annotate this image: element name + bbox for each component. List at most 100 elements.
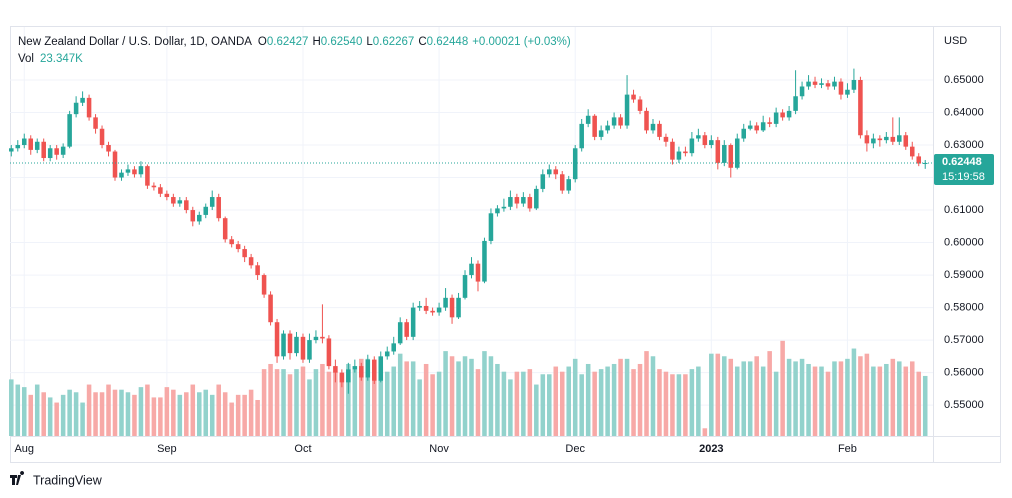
volume-bar bbox=[216, 384, 221, 436]
volume-bar bbox=[99, 392, 105, 436]
candle-body bbox=[209, 197, 215, 207]
volume-bar bbox=[15, 384, 21, 436]
candle-body bbox=[378, 356, 384, 381]
candle-body bbox=[676, 151, 682, 160]
volume-bar bbox=[384, 371, 390, 436]
candle-body bbox=[158, 187, 163, 194]
candle-body bbox=[819, 83, 824, 85]
volume-bar bbox=[819, 366, 824, 436]
candle-body bbox=[21, 138, 27, 146]
candle-body bbox=[786, 110, 792, 118]
volume-bar bbox=[605, 366, 610, 436]
volume-bar bbox=[812, 366, 818, 436]
volume-bar bbox=[294, 369, 299, 436]
candle-body bbox=[242, 249, 247, 258]
candle-body bbox=[722, 145, 727, 163]
candle-body bbox=[119, 172, 124, 178]
y-tick-label: 0.58000 bbox=[944, 301, 984, 313]
candle-body bbox=[715, 140, 721, 163]
volume-bar bbox=[132, 394, 137, 436]
candle-body bbox=[15, 145, 21, 149]
open-label: O bbox=[258, 36, 267, 48]
x-tick-label: Feb bbox=[838, 443, 857, 455]
logo[interactable]: TradingView bbox=[10, 471, 103, 487]
candle-body bbox=[495, 208, 500, 214]
volume-bar bbox=[47, 397, 53, 436]
candle-body bbox=[222, 218, 228, 240]
volume-bar bbox=[702, 428, 708, 436]
volume-bar bbox=[456, 361, 461, 436]
volume-bar bbox=[773, 371, 779, 436]
volume-bar bbox=[462, 356, 468, 436]
volume-bar bbox=[190, 384, 196, 436]
volume-bar bbox=[281, 369, 286, 436]
volume-bar bbox=[54, 402, 59, 436]
candle-body bbox=[300, 336, 306, 360]
legend-header: New Zealand Dollar / U.S. Dollar, 1D, OA… bbox=[18, 36, 571, 48]
volume-bar bbox=[786, 358, 792, 436]
candle-body bbox=[320, 336, 325, 339]
candle-body bbox=[430, 310, 435, 313]
candle-body bbox=[585, 115, 591, 124]
y-tick-label: 0.59000 bbox=[944, 269, 984, 281]
volume-bar bbox=[709, 353, 714, 436]
candle-body bbox=[196, 214, 202, 222]
volume-bar bbox=[650, 356, 656, 436]
volume-bar bbox=[851, 348, 857, 436]
volume-bar bbox=[255, 399, 260, 436]
candle-body bbox=[99, 128, 105, 146]
volume-bar bbox=[592, 371, 597, 436]
candle-body bbox=[521, 197, 526, 204]
candle-body bbox=[670, 141, 675, 160]
y-tick-label: 0.64000 bbox=[944, 106, 984, 118]
y-tick-label: 0.60000 bbox=[944, 236, 984, 248]
volume-bar bbox=[767, 351, 772, 436]
volume-bar bbox=[916, 371, 922, 436]
volume-header: Vol 23.347K bbox=[18, 53, 83, 65]
candle-body bbox=[164, 193, 170, 198]
candle-body bbox=[903, 135, 909, 147]
logo-icon bbox=[10, 471, 25, 485]
volume-bar bbox=[430, 374, 435, 436]
volume-value: 23.347K bbox=[40, 53, 83, 65]
volume-bar bbox=[741, 361, 747, 436]
last-price-label: 0.62448 bbox=[942, 156, 982, 168]
volume-bar bbox=[404, 361, 409, 436]
candle-body bbox=[34, 141, 40, 150]
candle-body bbox=[728, 145, 734, 168]
volume-bar bbox=[106, 384, 111, 436]
volume-bar bbox=[320, 363, 325, 436]
candle-body bbox=[177, 200, 183, 204]
candle-body bbox=[689, 138, 695, 154]
candle-body bbox=[216, 197, 221, 219]
volume-bar bbox=[184, 392, 189, 436]
open-value: 0.62427 bbox=[267, 36, 309, 48]
volume-bar bbox=[112, 389, 118, 436]
candle-body bbox=[145, 166, 150, 186]
candle-body bbox=[845, 89, 850, 95]
volume-bar bbox=[897, 361, 902, 436]
candle-body bbox=[391, 343, 396, 352]
volume-bar bbox=[397, 353, 403, 436]
volume-bar bbox=[858, 356, 863, 436]
volume-bar bbox=[158, 397, 163, 436]
volume-bar bbox=[747, 361, 753, 436]
candle-body bbox=[326, 338, 332, 367]
candle-body bbox=[352, 366, 358, 370]
volume-bar bbox=[793, 361, 798, 436]
candle-body bbox=[112, 151, 118, 178]
x-tick-label: Sep bbox=[157, 443, 177, 455]
candle-body bbox=[268, 294, 273, 323]
volume-bar bbox=[151, 397, 157, 436]
candle-body bbox=[417, 305, 422, 308]
volume-bar bbox=[728, 358, 734, 436]
candle-body bbox=[909, 146, 915, 157]
candle-body bbox=[780, 112, 785, 118]
volume-bar bbox=[60, 394, 66, 436]
candle-body bbox=[255, 265, 260, 276]
y-tick-label: 0.63000 bbox=[944, 139, 984, 151]
volume-bar bbox=[125, 392, 131, 436]
candle-body bbox=[229, 239, 234, 245]
last-price-box bbox=[934, 153, 994, 185]
candle-body bbox=[47, 148, 53, 159]
